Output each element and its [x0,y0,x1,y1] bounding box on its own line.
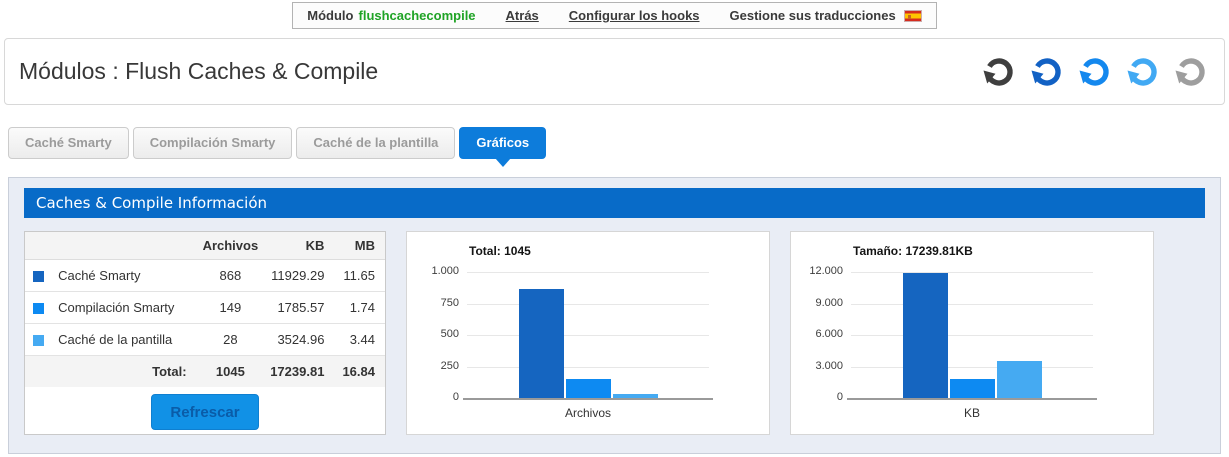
refresh-icon-button-1[interactable] [1030,55,1064,89]
total-archivos: 1045 [196,355,265,387]
table-total-row: Total: 1045 17239.81 16.84 [25,355,385,387]
refresh-icon [1127,57,1157,86]
bar-compilaci-n-smarty [949,379,995,398]
refresh-icon-button-4[interactable] [1174,55,1208,89]
gridline [467,366,709,368]
refresh-icon [1031,57,1061,86]
refresh-icons-row [982,55,1208,89]
swatch-cell [25,259,53,292]
refresh-icon [983,57,1013,86]
refresh-icon-button-2[interactable] [1078,55,1112,89]
refresh-button[interactable]: Refrescar [151,394,259,430]
x-axis-line [847,398,1097,400]
refresh-icon [1175,57,1205,86]
y-tick-label: 750 [440,296,459,309]
table-row: Caché de la pantilla 28 3524.96 3.44 [25,323,385,356]
table-header: MB [336,232,385,260]
chart-title: Tamaño: 17239.81KB [853,244,973,258]
tab-cach-smarty[interactable]: Caché Smarty [8,127,129,159]
top-toolbar-wrap: Módulo flushcachecompile Atrás Configurar… [0,0,1229,29]
y-tick-label: 0 [452,391,459,403]
bar-cach-smarty [902,272,948,398]
gridline [851,272,1093,273]
row-kb: 11929.29 [264,259,337,292]
total-kb: 17239.81 [264,355,337,387]
swatch-cell [25,291,53,324]
tab-bar: Caché Smarty Compilación Smarty Caché de l… [8,127,1229,159]
table-header-empty [52,232,197,260]
y-tick-label: 250 [440,359,459,372]
row-label: Caché de la pantilla [52,323,197,356]
page-title: Módulos : Flush Caches & Compile [19,58,379,84]
table-header-row: Archivos KB MB [25,232,385,260]
total-mb: 16.84 [336,355,385,387]
configure-hooks-link[interactable]: Configurar los hooks [568,8,700,23]
panel-content: Archivos KB MB Caché Smarty 868 11929.29 1… [24,231,1205,435]
chart-card-kb: Tamaño: 17239.81KB 0 3.000 6.000 9.000 12.000… [790,231,1154,435]
gridline [851,366,1093,368]
back-link[interactable]: Atrás [505,8,539,23]
page-header: Módulos : Flush Caches & Compile [4,38,1225,105]
gridline [467,303,709,305]
y-tick-label: 0 [836,391,843,403]
gridline [467,272,709,273]
row-archivos: 28 [196,323,265,356]
gridline [851,303,1093,305]
summary-table-card: Archivos KB MB Caché Smarty 868 11929.29 1… [24,231,386,435]
y-tick-label: 500 [440,328,459,340]
x-axis-line [463,398,713,400]
tab-gr-ficos[interactable]: Gráficos [459,127,547,159]
y-tick-label: 3.000 [815,359,843,372]
refresh-icon-button-3[interactable] [1126,55,1160,89]
table-header-empty [25,232,53,260]
manage-translations-link[interactable]: Gestione sus traducciones [730,8,922,23]
row-label: Caché Smarty [52,259,197,292]
module-title: Módulo flushcachecompile [307,8,475,23]
legend-swatch-icon [33,271,45,283]
module-label: Módulo [307,8,354,23]
module-toolbar: Módulo flushcachecompile Atrás Configurar… [292,2,937,29]
bar-cach-de-la-pantilla [996,360,1042,398]
chart-title: Total: 1045 [469,244,531,258]
tab-compilaci-n-smarty[interactable]: Compilación Smarty [132,127,293,159]
y-tick-label: 1.000 [431,265,459,277]
gridline [851,335,1093,336]
panel-title: Caches & Compile Información [24,188,1205,218]
table-row: Caché Smarty 868 11929.29 11.65 [25,259,385,292]
total-label: Total: [25,355,197,387]
row-label: Compilación Smarty [52,291,197,324]
y-tick-label: 12.000 [809,265,843,277]
y-tick-label: 6.000 [815,328,843,340]
summary-table: Archivos KB MB Caché Smarty 868 11929.29 1… [25,232,385,387]
bar-cach-de-la-pantilla [612,394,658,398]
bar-compilaci-n-smarty [565,379,611,398]
table-row: Compilación Smarty 149 1785.57 1.74 [25,291,385,324]
swatch-cell [25,323,53,356]
bar-cach-smarty [518,288,564,398]
info-panel: Caches & Compile Información Archivos KB M… [8,177,1221,454]
table-header: KB [264,232,337,260]
spain-flag-icon [903,9,922,22]
refresh-icon-button-0[interactable] [982,55,1016,89]
row-archivos: 149 [196,291,265,324]
x-axis-label: Archivos [564,406,611,420]
x-axis-label: KB [963,406,980,420]
y-tick-label: 9.000 [815,296,843,309]
legend-swatch-icon [33,335,45,347]
row-archivos: 868 [196,259,265,292]
gridline [467,335,709,336]
row-mb: 1.74 [336,291,385,324]
chart-card-archivos: Total: 1045 0 250 500 750 1.000 Archivos [406,231,770,435]
row-kb: 1785.57 [264,291,337,324]
table-header: Archivos [196,232,265,260]
row-mb: 11.65 [336,259,385,292]
manage-translations-label: Gestione sus traducciones [729,8,896,23]
module-name: flushcachecompile [358,8,476,23]
row-kb: 3524.96 [264,323,337,356]
legend-swatch-icon [33,303,45,315]
row-mb: 3.44 [336,323,385,356]
tab-cach-de-la-plantilla[interactable]: Caché de la plantilla [296,127,456,159]
refresh-icon [1079,57,1109,86]
